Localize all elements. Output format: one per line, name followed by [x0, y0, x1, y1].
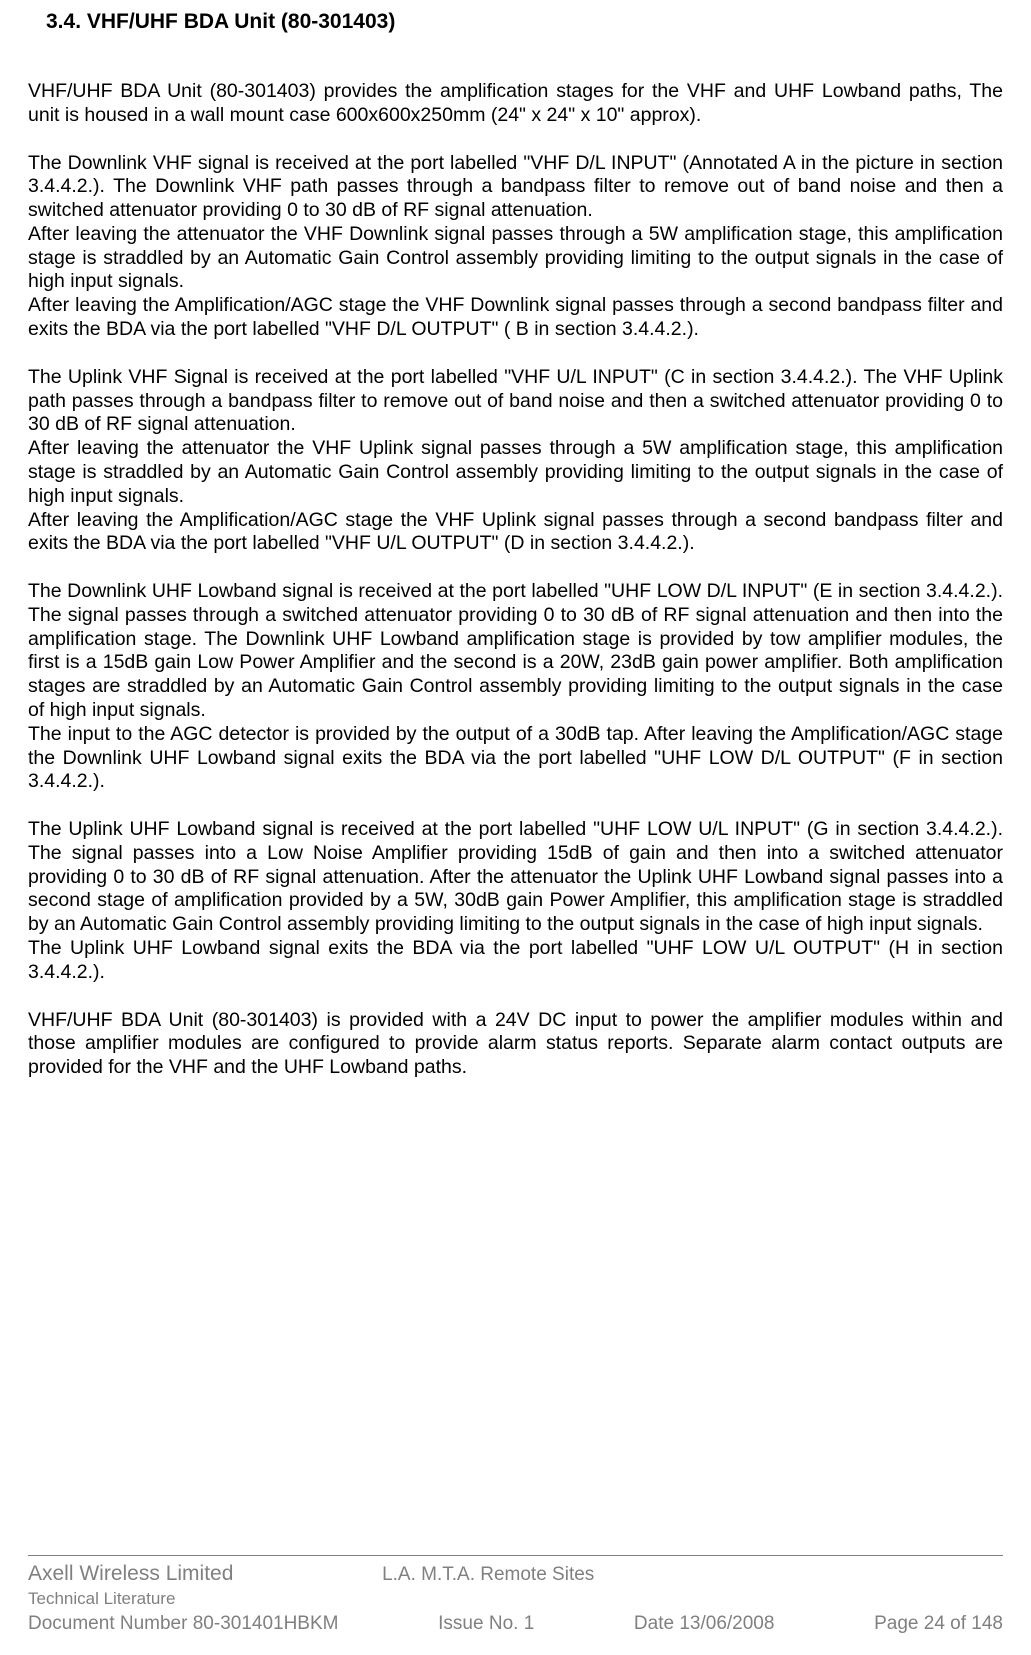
document-page: 3.4. VHF/UHF BDA Unit (80-301403) VHF/UH…	[0, 0, 1031, 1080]
paragraph: The Uplink UHF Lowband signal is receive…	[28, 818, 1003, 937]
paragraph: The Downlink UHF Lowband signal is recei…	[28, 580, 1003, 723]
footer-page: Page 24 of 148	[874, 1611, 1003, 1637]
paragraph-block-5: The Uplink UHF Lowband signal is receive…	[28, 818, 1003, 984]
paragraph: The input to the AGC detector is provide…	[28, 723, 1003, 794]
paragraph-block-2: The Downlink VHF signal is received at t…	[28, 152, 1003, 342]
section-heading: 3.4. VHF/UHF BDA Unit (80-301403)	[28, 10, 1003, 34]
paragraph: After leaving the Amplification/AGC stag…	[28, 509, 1003, 557]
footer-doc-number: Document Number 80-301401HBKM	[28, 1611, 339, 1637]
paragraph-block-4: The Downlink UHF Lowband signal is recei…	[28, 580, 1003, 794]
paragraph-block-3: The Uplink VHF Signal is received at the…	[28, 366, 1003, 556]
footer-project: L.A. M.T.A. Remote Sites	[382, 1560, 594, 1611]
paragraph: The Uplink UHF Lowband signal exits the …	[28, 937, 1003, 985]
footer-issue: Issue No. 1	[438, 1611, 534, 1637]
paragraph: After leaving the Amplification/AGC stag…	[28, 294, 1003, 342]
page-footer: Axell Wireless Limited Technical Literat…	[28, 1555, 1003, 1637]
paragraph: After leaving the attenuator the VHF Dow…	[28, 223, 1003, 294]
paragraph: VHF/UHF BDA Unit (80-301403) provides th…	[28, 80, 1003, 128]
paragraph-block-1: VHF/UHF BDA Unit (80-301403) provides th…	[28, 80, 1003, 128]
paragraph: The Uplink VHF Signal is received at the…	[28, 366, 1003, 437]
footer-company: Axell Wireless Limited	[28, 1560, 233, 1588]
paragraph: After leaving the attenuator the VHF Upl…	[28, 437, 1003, 508]
paragraph: The Downlink VHF signal is received at t…	[28, 152, 1003, 223]
paragraph: VHF/UHF BDA Unit (80-301403) is provided…	[28, 1009, 1003, 1080]
footer-date: Date 13/06/2008	[634, 1611, 775, 1637]
paragraph-block-6: VHF/UHF BDA Unit (80-301403) is provided…	[28, 1009, 1003, 1080]
footer-literature-type: Technical Literature	[28, 1588, 233, 1611]
